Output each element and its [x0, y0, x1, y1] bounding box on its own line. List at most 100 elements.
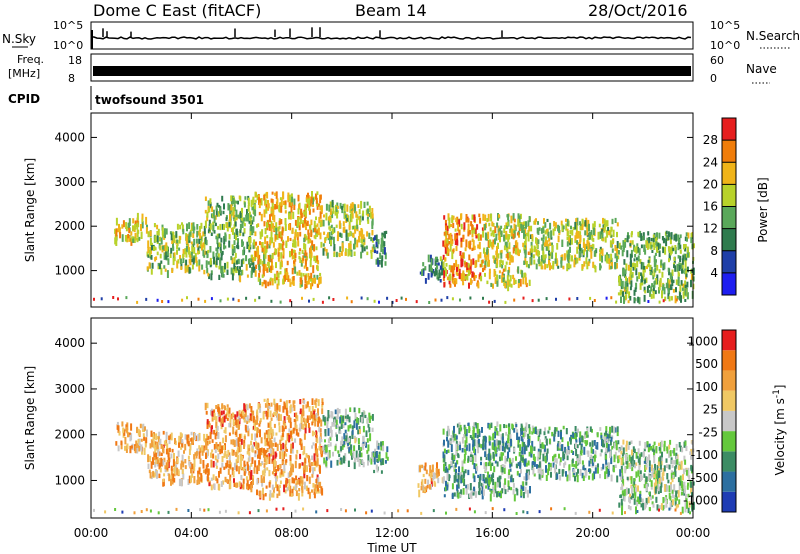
range-cell [254, 209, 257, 217]
range-cell [456, 240, 459, 246]
range-cell [164, 268, 167, 272]
range-cell [177, 259, 180, 264]
range-cell [176, 239, 179, 244]
range-cell [599, 263, 602, 271]
range-cell [381, 240, 384, 248]
range-cell [273, 273, 276, 281]
range-cell [253, 442, 256, 447]
range-cell [148, 469, 151, 474]
range-cell [351, 429, 354, 435]
range-cell [382, 248, 385, 255]
range-cell [622, 240, 625, 248]
range-cell [692, 501, 695, 510]
range-cell [149, 443, 152, 449]
range-cell [472, 258, 475, 265]
range-cell [470, 259, 473, 267]
range-cell [620, 445, 623, 451]
range-cell [345, 214, 347, 218]
range-cell [372, 452, 375, 458]
range-cell [651, 283, 654, 288]
range-cell [662, 468, 665, 476]
range-cell [149, 238, 152, 246]
range-cell [285, 400, 288, 408]
range-cell [356, 456, 358, 460]
range-cell [213, 429, 216, 435]
range-cell [299, 479, 302, 486]
range-cell [448, 222, 451, 229]
range-cell [379, 252, 382, 260]
range-cell [500, 230, 503, 237]
range-cell [306, 203, 309, 208]
range-cell [443, 448, 446, 453]
range-cell [671, 464, 674, 468]
range-cell [452, 223, 455, 229]
range-cell [310, 196, 313, 204]
range-cell [506, 445, 509, 450]
range-cell [645, 240, 648, 246]
range-cell [279, 197, 282, 201]
range-cell [290, 430, 292, 438]
range-cell [446, 228, 449, 236]
range-cell [675, 504, 678, 509]
range-cell [443, 439, 445, 446]
range-cell [324, 446, 327, 452]
range-cell [190, 431, 193, 436]
range-cell [442, 277, 445, 281]
range-cell [558, 453, 560, 459]
range-cell [419, 465, 421, 472]
range-cell [482, 489, 485, 496]
range-cell [655, 473, 658, 479]
range-cell [495, 427, 498, 432]
range-cell [248, 472, 251, 481]
range-cell [460, 240, 463, 248]
range-cell [603, 436, 606, 444]
range-cell [380, 237, 383, 246]
range-cell [421, 484, 424, 491]
range-cell [358, 444, 360, 451]
range-cell [117, 228, 120, 233]
range-cell [662, 497, 665, 504]
range-cell [643, 265, 645, 270]
range-cell [366, 297, 369, 301]
range-cell [360, 200, 363, 209]
range-cell [629, 286, 632, 291]
range-cell [524, 254, 527, 258]
range-cell [559, 461, 562, 466]
range-cell [288, 211, 291, 215]
range-cell [530, 257, 533, 265]
range-cell [634, 464, 637, 469]
range-cell [283, 200, 285, 206]
range-cell [467, 223, 470, 232]
range-cell [160, 267, 163, 275]
range-cell [349, 240, 352, 245]
range-cell [271, 278, 274, 286]
range-cell [565, 428, 568, 435]
range-cell [652, 291, 655, 299]
range-cell [679, 479, 682, 486]
range-cell [143, 426, 146, 431]
range-cell [461, 478, 464, 483]
range-cell [268, 243, 271, 249]
range-cell [419, 271, 422, 275]
range-cell [564, 446, 567, 453]
range-cell [143, 436, 146, 441]
range-cell [366, 231, 369, 237]
range-cell [226, 460, 229, 468]
range-cell [578, 239, 581, 246]
range-cell [463, 478, 466, 486]
range-cell [149, 230, 152, 237]
range-cell [669, 248, 672, 256]
range-cell [205, 239, 208, 246]
range-cell [259, 429, 261, 438]
range-cell [557, 265, 560, 269]
range-cell [492, 451, 495, 459]
range-cell [312, 265, 315, 274]
range-cell [607, 254, 610, 261]
range-cell [157, 228, 160, 236]
range-cell [592, 238, 595, 242]
range-cell [356, 239, 359, 248]
range-cell [566, 250, 569, 258]
range-cell [680, 460, 683, 465]
range-cell [498, 232, 501, 240]
range-cell [590, 447, 593, 454]
